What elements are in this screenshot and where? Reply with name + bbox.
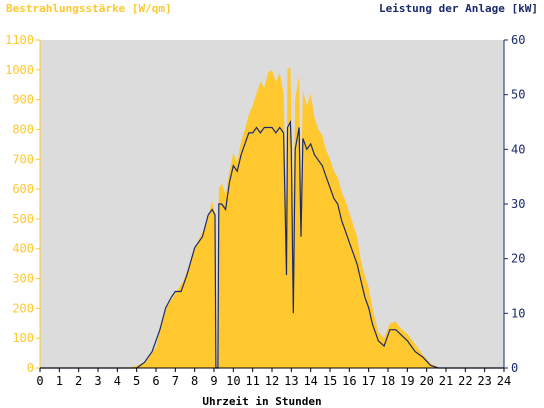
x-tick-label: 18 [381,374,395,388]
right-tick-label: 60 [511,33,525,47]
right-tick-label: 40 [511,142,525,156]
x-tick-label: 21 [439,374,453,388]
x-tick-label: 15 [323,374,337,388]
x-tick-label: 14 [303,374,317,388]
right-tick-label: 20 [511,252,525,266]
x-tick-label: 19 [400,374,414,388]
x-tick-label: 17 [361,374,375,388]
x-tick-label: 16 [342,374,356,388]
x-tick-label: 23 [477,374,491,388]
left-tick-label: 700 [12,152,34,166]
left-tick-label: 900 [12,93,34,107]
axes-layer: 0100200300400500600700800900100011000102… [5,33,525,388]
x-tick-label: 22 [458,374,472,388]
left-tick-label: 500 [12,212,34,226]
x-tick-label: 8 [191,374,198,388]
series-irradiance-area [40,66,504,369]
left-tick-label: 100 [12,331,34,345]
x-tick-label: 5 [133,374,140,388]
x-tick-label: 24 [497,374,511,388]
x-tick-label: 3 [94,374,101,388]
x-tick-label: 12 [265,374,279,388]
right-tick-label: 0 [511,361,518,375]
x-tick-label: 9 [210,374,217,388]
left-tick-label: 1000 [5,63,34,77]
series-power-line [40,119,504,369]
left-tick-label: 200 [12,301,34,315]
x-tick-label: 1 [56,374,63,388]
right-tick-label: 30 [511,197,525,211]
x-tick-label: 2 [75,374,82,388]
left-tick-label: 400 [12,242,34,256]
x-tick-label: 20 [419,374,433,388]
left-tick-label: 800 [12,122,34,136]
x-tick-label: 10 [226,374,240,388]
left-tick-label: 1100 [5,33,34,47]
x-axis-label: Uhrzeit in Stunden [202,395,321,408]
x-tick-label: 11 [245,374,259,388]
right-axis-label: Leistung der Anlage [kW] [379,2,538,15]
right-tick-label: 50 [511,88,525,102]
series-layer [40,66,504,369]
x-tick-label: 4 [114,374,121,388]
left-tick-label: 600 [12,182,34,196]
x-tick-label: 6 [152,374,159,388]
left-tick-label: 300 [12,272,34,286]
x-tick-label: 7 [172,374,179,388]
left-axis-label: Bestrahlungsstärke [W/qm] [6,2,172,15]
x-tick-label: 0 [36,374,43,388]
right-tick-label: 10 [511,306,525,320]
left-tick-label: 0 [27,361,34,375]
x-tick-label: 13 [284,374,298,388]
